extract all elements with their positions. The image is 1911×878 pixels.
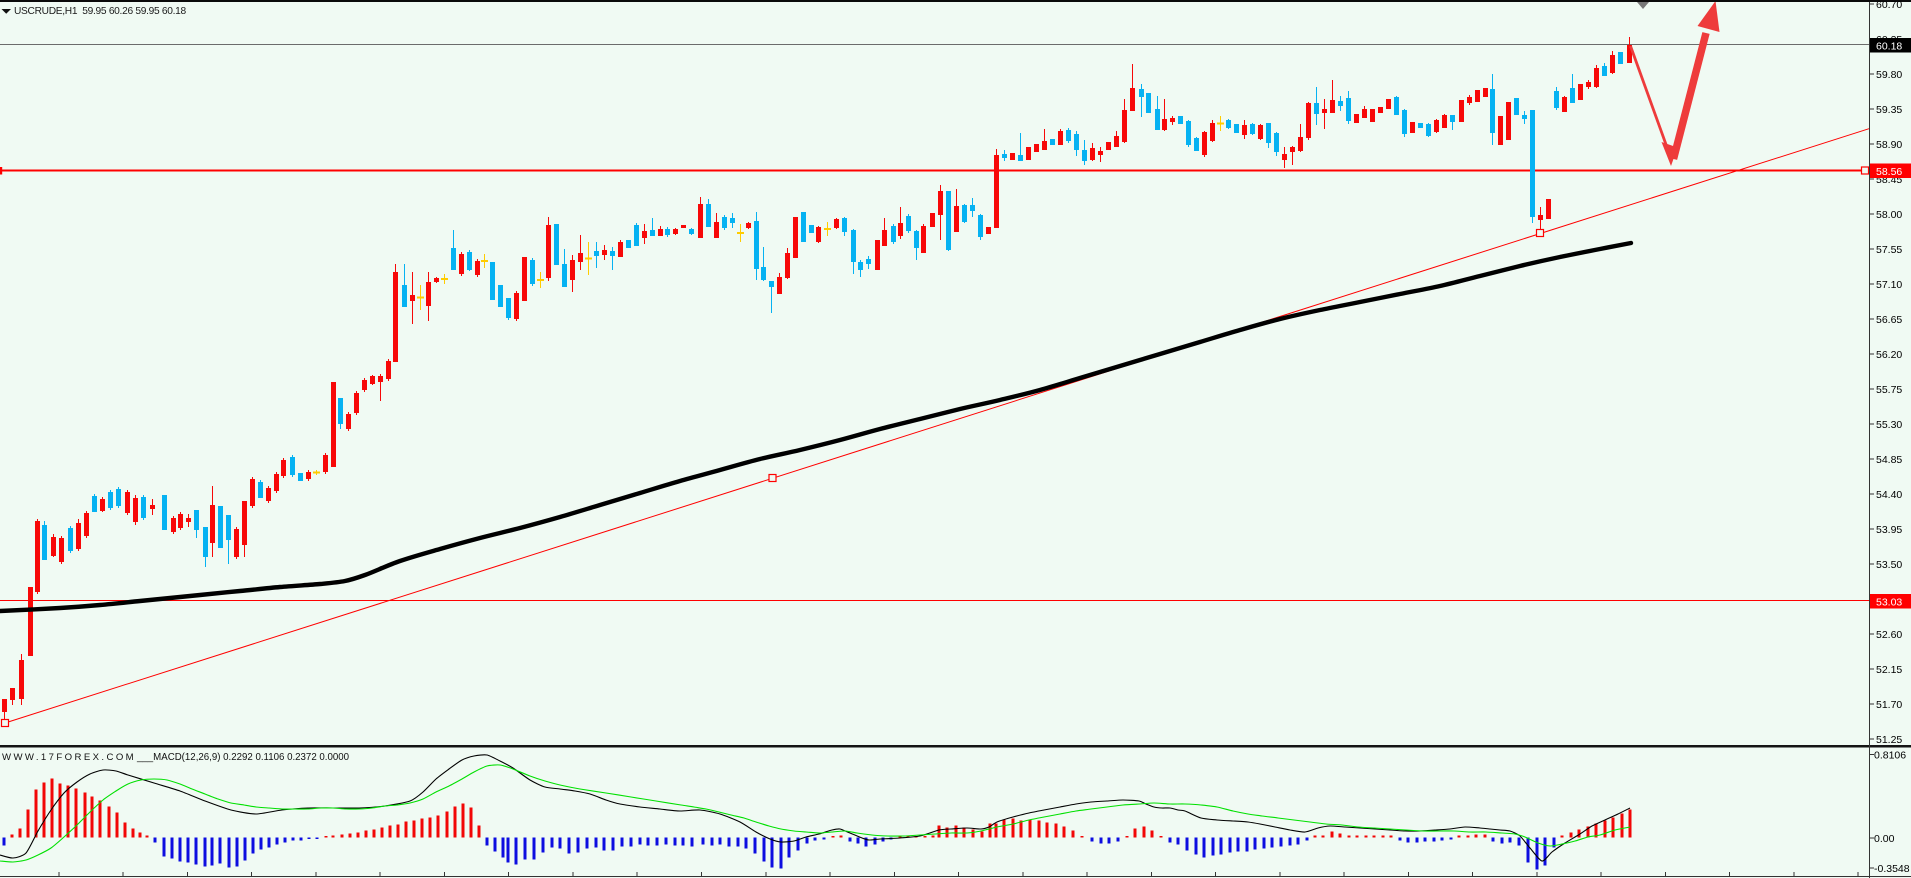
svg-text:0.8106: 0.8106 bbox=[1874, 750, 1906, 762]
svg-text:58.56: 58.56 bbox=[1876, 166, 1902, 178]
svg-text:___MACD(12,26,9) 0.2292 0.1106: ___MACD(12,26,9) 0.2292 0.1106 0.2372 0.… bbox=[136, 752, 350, 763]
svg-text:55.30: 55.30 bbox=[1876, 419, 1902, 431]
svg-text:60.70: 60.70 bbox=[1876, 0, 1902, 11]
svg-text:WWW.17FOREX.COM: WWW.17FOREX.COM bbox=[2, 752, 136, 763]
svg-text:56.20: 56.20 bbox=[1876, 349, 1902, 361]
svg-text:53.50: 53.50 bbox=[1876, 559, 1902, 571]
svg-text:0.00: 0.00 bbox=[1874, 833, 1895, 845]
svg-text:58.00: 58.00 bbox=[1876, 209, 1902, 221]
svg-text:53.95: 53.95 bbox=[1876, 524, 1902, 536]
svg-text:59.80: 59.80 bbox=[1876, 69, 1902, 81]
svg-text:51.70: 51.70 bbox=[1876, 699, 1902, 711]
svg-text:-0.3548: -0.3548 bbox=[1874, 863, 1910, 875]
svg-text:60.18: 60.18 bbox=[1876, 41, 1902, 53]
svg-text:56.65: 56.65 bbox=[1876, 314, 1902, 326]
svg-text:54.40: 54.40 bbox=[1876, 489, 1902, 501]
svg-text:53.03: 53.03 bbox=[1876, 597, 1902, 609]
svg-text:59.35: 59.35 bbox=[1876, 104, 1902, 116]
svg-text:57.10: 57.10 bbox=[1876, 279, 1902, 291]
svg-text:51.25: 51.25 bbox=[1876, 734, 1902, 746]
svg-text:52.15: 52.15 bbox=[1876, 664, 1902, 676]
svg-text:54.85: 54.85 bbox=[1876, 454, 1902, 466]
svg-text:57.55: 57.55 bbox=[1876, 244, 1902, 256]
svg-text:USCRUDE,H1 59.95 60.26 59.95: USCRUDE,H1 59.95 60.26 59.95 60.18 bbox=[14, 6, 186, 17]
svg-text:55.75: 55.75 bbox=[1876, 384, 1902, 396]
svg-text:52.60: 52.60 bbox=[1876, 629, 1902, 641]
svg-text:58.90: 58.90 bbox=[1876, 139, 1902, 151]
